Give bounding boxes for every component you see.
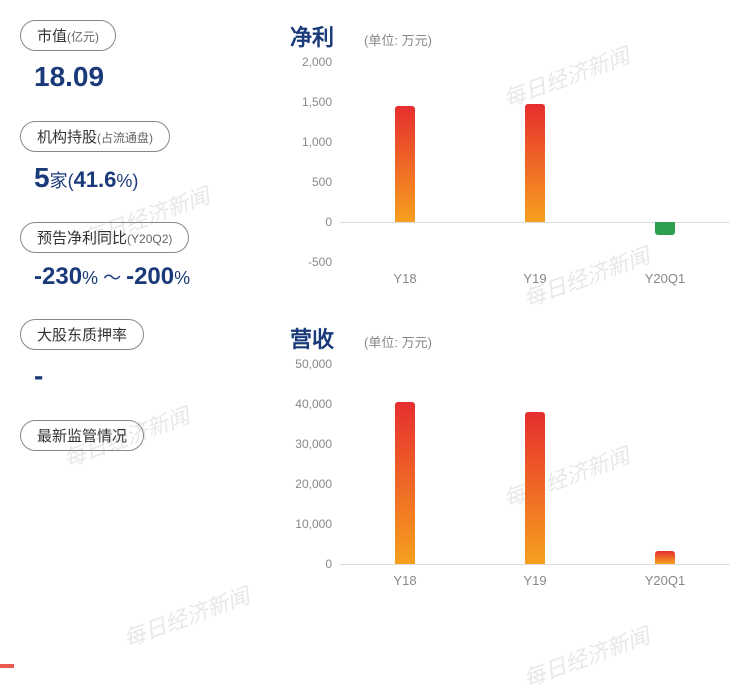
chart-bar <box>655 222 675 235</box>
y-tick-label: 10,000 <box>280 517 332 531</box>
revenue-chart-title: 营收 <box>290 322 334 354</box>
y-tick-label: 0 <box>280 215 332 229</box>
profit-chart-unit: (单位: 万元) <box>364 30 432 49</box>
footer-accent <box>0 664 14 668</box>
x-tick-label: Y18 <box>393 271 416 286</box>
y-tick-label: 20,000 <box>280 477 332 491</box>
y-tick-label: 40,000 <box>280 397 332 411</box>
regulation-label: 最新监管情况 <box>20 420 144 451</box>
chart-bar <box>395 106 415 222</box>
x-tick-label: Y20Q1 <box>645 573 685 588</box>
profit-chart: 净利 (单位: 万元) -500 0 500 1,000 1,500 2,000 Y18 Y… <box>280 20 740 292</box>
pledge-box: 大股东质押率 - <box>20 319 260 392</box>
label-text: 市值 <box>37 28 67 45</box>
market-cap-value: 18.09 <box>20 61 260 93</box>
charts-panel: 净利 (单位: 万元) -500 0 500 1,000 1,500 2,000 Y18 Y… <box>260 20 740 624</box>
label-text: 机构持股 <box>37 129 97 146</box>
forecast-box: 预告净利同比(Y20Q2) -230% ～ -200% <box>20 222 260 291</box>
chart-bar <box>525 104 545 222</box>
x-tick-label: Y19 <box>523 271 546 286</box>
y-tick-label: 30,000 <box>280 437 332 451</box>
y-tick-label: 2,000 <box>280 55 332 69</box>
label-text: 预告净利同比 <box>37 230 127 247</box>
y-tick-label: 1,500 <box>280 95 332 109</box>
y-tick-label: 500 <box>280 175 332 189</box>
x-tick-label: Y20Q1 <box>645 271 685 286</box>
left-info-panel: 市值(亿元) 18.09 机构持股(占流通盘) 5家(41.6%) 预告净利同比… <box>20 20 260 624</box>
inst-holding-box: 机构持股(占流通盘) 5家(41.6%) <box>20 121 260 194</box>
profit-chart-title: 净利 <box>290 20 334 52</box>
label-sub: (亿元) <box>67 30 99 44</box>
y-tick-label: 0 <box>280 557 332 571</box>
y-tick-label: 1,000 <box>280 135 332 149</box>
pledge-value: - <box>20 360 260 392</box>
revenue-chart-area: 010,00020,00030,00040,00050,000 Y18Y19Y2… <box>280 364 740 594</box>
market-cap-label: 市值(亿元) <box>20 20 116 51</box>
inst-holding-label: 机构持股(占流通盘) <box>20 121 170 152</box>
y-tick-label: 50,000 <box>280 357 332 371</box>
forecast-label: 预告净利同比(Y20Q2) <box>20 222 189 253</box>
revenue-chart-unit: (单位: 万元) <box>364 332 432 351</box>
chart-bar <box>655 551 675 564</box>
y-tick-label: -500 <box>280 255 332 269</box>
chart-bar <box>525 412 545 564</box>
label-text: 最新监管情况 <box>37 428 127 445</box>
pledge-label: 大股东质押率 <box>20 319 144 350</box>
chart-bar <box>395 402 415 564</box>
main-container: 市值(亿元) 18.09 机构持股(占流通盘) 5家(41.6%) 预告净利同比… <box>0 0 750 634</box>
revenue-chart: 营收 (单位: 万元) 0 10,000 20,000 30,000 40,000 50,… <box>280 322 740 594</box>
inst-holding-value: 5家(41.6%) <box>20 162 260 194</box>
x-tick-label: Y19 <box>523 573 546 588</box>
regulation-box: 最新监管情况 <box>20 420 260 461</box>
label-text: 大股东质押率 <box>37 327 127 344</box>
profit-chart-area: -50005001,0001,5002,000 Y18Y19Y20Q1 <box>280 62 740 292</box>
label-sub: (Y20Q2) <box>127 232 172 246</box>
x-tick-label: Y18 <box>393 573 416 588</box>
market-cap-box: 市值(亿元) 18.09 <box>20 20 260 93</box>
forecast-value: -230% ～ -200% <box>20 263 260 291</box>
label-sub: (占流通盘) <box>97 131 153 145</box>
